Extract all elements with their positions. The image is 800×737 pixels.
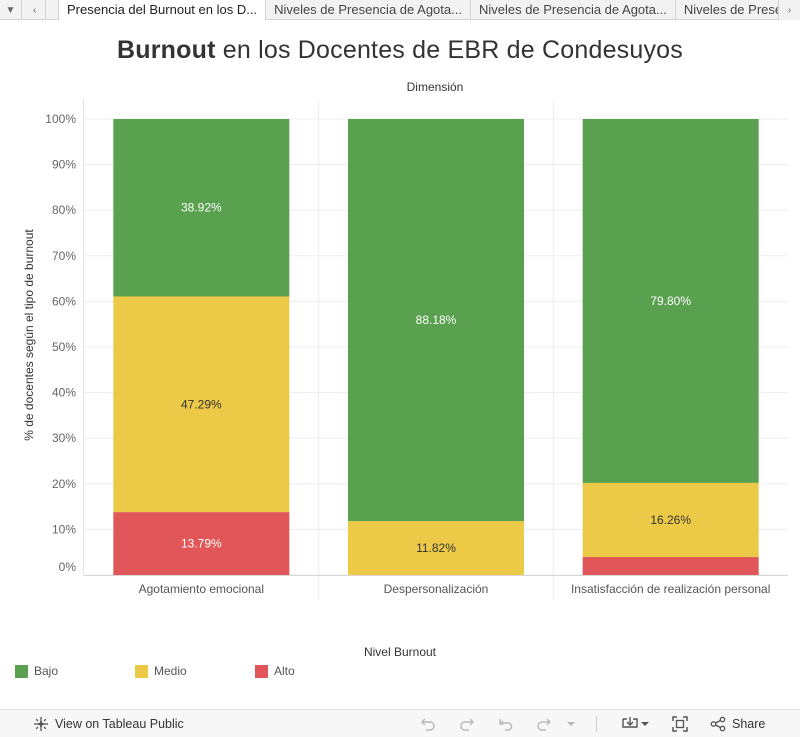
bar-segment-alto[interactable] <box>113 512 290 575</box>
chart-title-bold: Burnout <box>117 36 216 64</box>
data-label: 88.18% <box>416 313 457 327</box>
toolbar-separator <box>596 716 597 732</box>
y-tick-label: 20% <box>52 477 76 491</box>
data-label: 13.79% <box>181 537 222 551</box>
legend-title: Nivel Burnout <box>363 645 437 659</box>
legend-label-bajo: Bajo <box>34 664 59 678</box>
undo-icon[interactable] <box>419 716 437 732</box>
bar-segment-bajo[interactable] <box>348 119 524 522</box>
tab-niveles-agotamiento-2[interactable]: Niveles de Presencia de Agota... <box>471 0 676 20</box>
y-tick-label: 0% <box>59 560 77 574</box>
x-axis: Agotamiento emocional Despersonalización I… <box>84 575 788 596</box>
legend-swatch-bajo <box>15 664 28 678</box>
bar-segment-medio[interactable] <box>113 296 290 513</box>
y-tick-label: 90% <box>52 158 76 172</box>
y-axis: 0% 10% 20% 30% 40% 50% 60% 70% 80% 90% 100% <box>45 98 84 575</box>
y-tick-label: 100% <box>45 112 76 126</box>
tab-scroll-right-icon[interactable]: › <box>778 0 800 20</box>
bar-segment-bajo[interactable] <box>582 119 759 483</box>
legend-label-medio: Medio <box>154 664 187 678</box>
tab-strip: Presencia del Burnout en los D... Niveles… <box>58 0 778 20</box>
bar-segment-bajo[interactable] <box>113 119 290 297</box>
tab-scroll-left-icon[interactable]: ‹ <box>24 0 46 20</box>
revert-icon[interactable] <box>497 716 515 732</box>
view-on-tableau-link[interactable]: View on Tableau Public <box>33 716 184 732</box>
share-icon <box>710 716 726 732</box>
fullscreen-icon[interactable] <box>671 716 689 732</box>
tab-list-dropdown-icon[interactable]: ▼ <box>0 0 22 20</box>
chart-title: Burnout en los Docentes de EBR de Condes… <box>0 36 800 65</box>
column-header: Dimensión <box>407 80 464 94</box>
y-tick-label: 80% <box>52 203 76 217</box>
y-tick-label: 70% <box>52 249 76 263</box>
data-label: 38.92% <box>181 201 222 215</box>
data-label: 16.26% <box>650 513 691 527</box>
share-button[interactable]: Share <box>710 716 765 732</box>
data-label: 79.80% <box>650 294 691 308</box>
bar-segment-alto[interactable] <box>582 557 759 575</box>
data-label: 47.29% <box>181 397 222 411</box>
legend: Bajo Medio Alto <box>15 664 795 680</box>
bar-segment-medio[interactable] <box>582 482 759 558</box>
y-tick-label: 40% <box>52 386 76 400</box>
stacked-bar-chart: Dimensión % de docentes según el tipo de… <box>22 80 788 600</box>
tableau-logo-icon <box>34 717 48 731</box>
legend-item-alto[interactable]: Alto <box>255 664 295 678</box>
tab-niveles-agotamiento-1[interactable]: Niveles de Presencia de Agota... <box>266 0 471 20</box>
x-tick-label: Agotamiento emocional <box>139 582 264 596</box>
y-tick-label: 60% <box>52 294 76 308</box>
legend-item-bajo[interactable]: Bajo <box>15 664 58 678</box>
legend-label-alto: Alto <box>274 664 295 678</box>
footer-toolbar: View on Tableau Public Share <box>0 709 800 737</box>
chart-title-rest: en los Docentes de EBR de Condesuyos <box>215 36 683 64</box>
bar-segment-medio[interactable] <box>348 521 524 575</box>
tab-presencia-burnout[interactable]: Presencia del Burnout en los D... <box>58 0 267 20</box>
download-icon[interactable] <box>621 716 651 732</box>
y-tick-label: 30% <box>52 431 76 445</box>
share-label: Share <box>732 717 766 731</box>
legend-swatch-alto <box>255 664 268 678</box>
legend-item-medio[interactable]: Medio <box>135 664 187 678</box>
redo-icon[interactable] <box>458 716 476 732</box>
y-axis-title: % de docentes según el tipo de burnout <box>22 229 36 441</box>
x-tick-label: Despersonalización <box>384 582 489 596</box>
refresh-options-chevron-icon[interactable] <box>562 716 580 732</box>
y-tick-label: 10% <box>52 522 76 536</box>
x-tick-label: Insatisfacción de realización personal <box>571 582 770 596</box>
data-label: 11.82% <box>416 541 456 555</box>
bars: 13.79% 47.29% 38.92% 11.82% 88.18% 16.26% 79.8… <box>113 119 759 575</box>
legend-swatch-medio <box>135 664 148 678</box>
tab-bar: ▼ ‹ Presencia del Burnout en los D... Niv… <box>0 0 800 20</box>
refresh-icon[interactable] <box>535 716 553 732</box>
view-on-tableau-label: View on Tableau Public <box>55 717 184 731</box>
y-tick-label: 50% <box>52 340 76 354</box>
